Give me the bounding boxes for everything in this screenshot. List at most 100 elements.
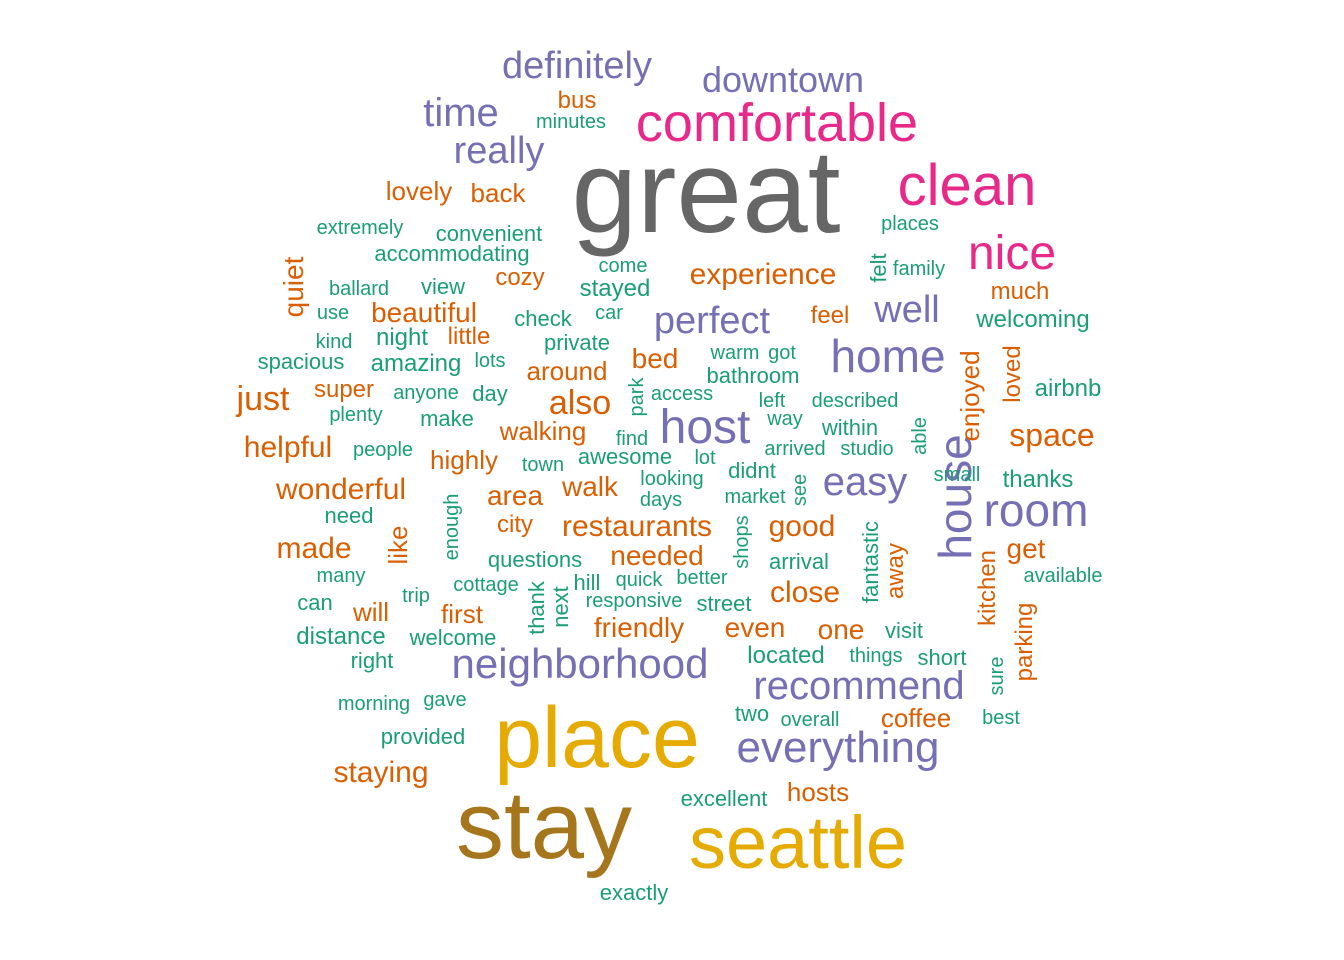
word-house: house [929,434,981,560]
word-way: way [767,408,803,430]
word-quiet: quiet [278,256,309,318]
word-well: well [874,289,940,331]
word-find: find [615,428,649,450]
word-located: located [747,642,825,669]
word-car: car [595,302,623,324]
word-room: room [983,484,1089,536]
word-family: family [892,258,946,280]
word-arrival: arrival [769,549,829,574]
word-trip: trip [402,585,430,607]
word-see: see [789,473,811,507]
word-little: little [447,323,491,350]
word-needed: needed [610,540,704,571]
word-people: people [352,439,414,461]
word-super: super [313,376,375,403]
word-two: two [734,701,770,726]
word-restaurants: restaurants [561,510,713,543]
word-just: just [236,380,290,418]
word-like: like [383,525,413,565]
word-bathroom: bathroom [706,363,800,388]
word-come: come [598,255,648,277]
word-anyone: anyone [393,382,459,404]
word-awesome: awesome [577,444,673,469]
word-lovely: lovely [385,176,453,206]
word-good: good [768,510,836,543]
word-beautiful: beautiful [371,297,477,328]
word-highly: highly [430,445,498,475]
word-will: will [352,597,390,627]
word-friendly: friendly [593,612,685,643]
word-overall: overall [780,709,840,731]
word-even: even [724,612,786,643]
word-quick: quick [615,569,663,591]
word-time: time [423,91,499,135]
word-excellent: excellent [680,786,768,811]
word-lots: lots [474,350,506,372]
word-check: check [514,306,572,331]
word-welcome: welcome [409,625,497,650]
word-bed: bed [631,343,679,374]
word-cozy: cozy [495,264,545,291]
word-spacious: spacious [257,349,345,374]
word-better: better [676,567,728,589]
word-small: small [933,464,981,486]
word-left: left [758,390,786,412]
word-looking: looking [640,468,704,490]
word-area: area [486,480,544,511]
word-feel: feel [810,302,850,329]
word-stay: stay [455,772,633,879]
word-warm: warm [710,342,760,364]
word-parking: parking [1011,602,1038,682]
word-back: back [470,178,526,208]
word-didnt: didnt [728,458,776,483]
word-access: access [650,383,714,405]
word-really: really [453,130,545,172]
word-day: day [472,381,508,406]
word-coffee: coffee [880,703,952,733]
word-close: close [769,576,841,609]
word-ballard: ballard [328,278,390,300]
word-downtown: downtown [701,59,865,100]
word-enough: enough [441,493,463,561]
word-view: view [420,274,466,299]
word-city: city [497,511,533,538]
word-private: private [543,330,611,355]
word-provided: provided [380,724,466,749]
word-place: place [494,690,700,786]
word-can: can [297,590,333,615]
word-arrived: arrived [764,438,826,460]
word-around: around [526,356,608,386]
word-welcoming: welcoming [976,306,1090,333]
word-extremely: extremely [316,217,404,239]
word-comfortable: comfortable [635,93,919,153]
word-airbnb: airbnb [1034,375,1102,402]
word-responsive: responsive [585,590,683,612]
word-bus: bus [557,87,597,114]
word-space: space [1009,417,1095,453]
word-questions: questions [487,547,583,572]
word-everything: everything [736,723,940,772]
word-amazing: amazing [370,350,462,377]
word-distance: distance [296,623,386,650]
word-staying: staying [333,756,429,789]
word-thanks: thanks [1002,466,1074,493]
word-one: one [817,614,865,645]
word-sure: sure [986,656,1008,696]
word-street: street [696,591,752,616]
word-nice: nice [967,227,1057,280]
word-park: park [626,377,648,417]
word-got: got [768,342,796,364]
word-exactly: exactly [599,880,669,905]
word-fantastic: fantastic [858,521,883,603]
word-stayed: stayed [579,275,651,302]
word-lot: lot [694,447,716,469]
word-things: things [849,645,903,667]
word-convenient: convenient [435,221,543,246]
word-walking: walking [499,416,587,446]
word-clean: clean [897,153,1037,218]
word-able: able [909,417,931,455]
word-host: host [659,401,751,454]
word-wonderful: wonderful [275,473,407,506]
word-described: described [811,390,899,412]
word-felt: felt [866,253,891,283]
